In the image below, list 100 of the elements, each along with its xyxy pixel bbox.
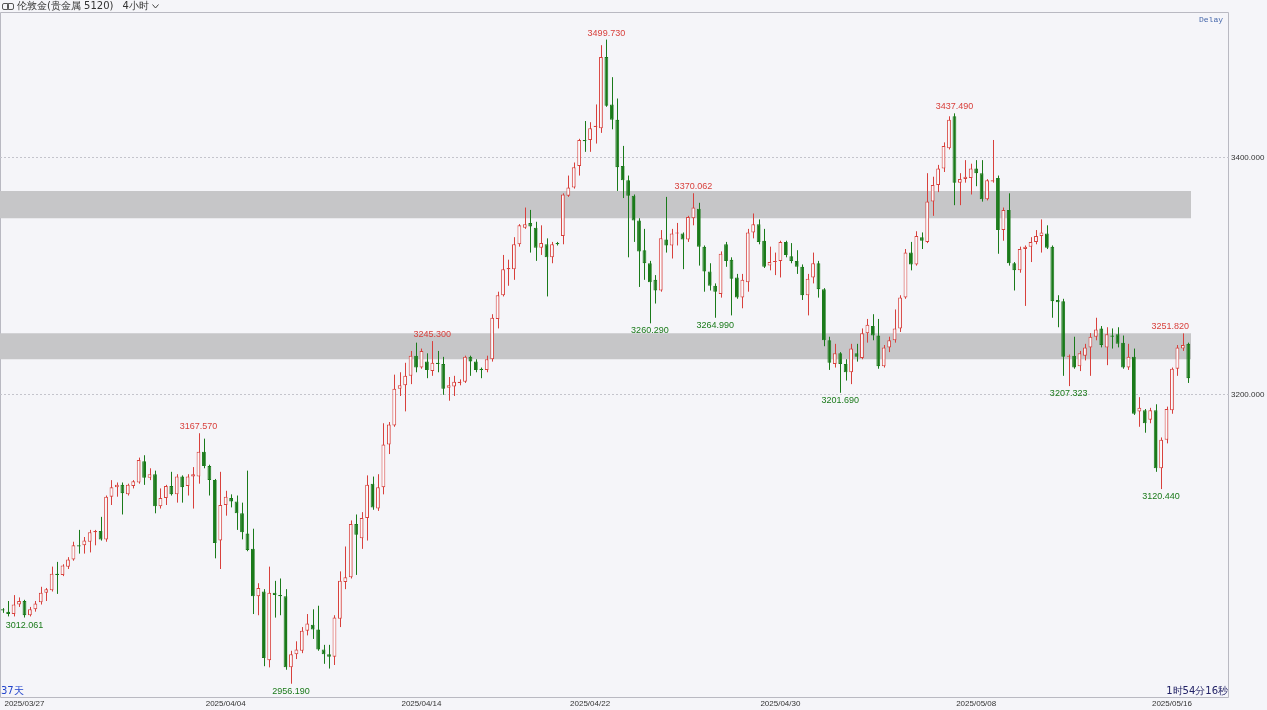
annotation: 3245.300 [413, 329, 452, 340]
candlestick [414, 342, 418, 373]
candlestick [832, 343, 837, 369]
candlestick [968, 163, 973, 196]
candlestick [430, 340, 435, 377]
text: Delay [1198, 15, 1223, 24]
candlestick [120, 481, 125, 515]
candlestick [174, 473, 179, 504]
candlestick [191, 466, 195, 510]
candlestick [550, 241, 554, 264]
chart-subtitle: 4小时 [122, 0, 149, 12]
x-tick-label: 2025/05/16 [1151, 699, 1193, 708]
candlestick [566, 175, 571, 198]
x-tick-label: 2025/04/14 [401, 699, 443, 708]
y-tick-label: 3400.000 [1231, 152, 1265, 162]
candlestick [359, 511, 364, 550]
candlestick [740, 273, 745, 309]
candlestick [1121, 335, 1125, 370]
candlestick [142, 454, 147, 486]
candlestick [223, 490, 228, 517]
candlestick [463, 355, 467, 384]
candlestick [180, 474, 185, 504]
candlestick [974, 159, 979, 187]
annotation: 1时54分16秒 [1166, 684, 1228, 698]
candlestick [892, 308, 897, 344]
candlestick [87, 529, 92, 553]
candlestick [343, 545, 348, 590]
candlestick [1142, 408, 1147, 434]
candlestick [1044, 224, 1049, 250]
annotation: 3167.570 [179, 421, 218, 432]
candlestick [376, 473, 380, 512]
chart-title: 伦敦金(贵金属 5120) [17, 0, 114, 12]
candlestick [403, 362, 408, 412]
candlestick [571, 162, 576, 190]
candlestick [936, 164, 941, 193]
candlestick [653, 274, 658, 305]
candlestick [713, 282, 718, 319]
annotation: 37天 [1, 684, 24, 698]
candlestick [724, 241, 728, 268]
candlestick [386, 421, 391, 455]
candlestick [397, 371, 402, 397]
annotation: 3264.990 [696, 319, 734, 330]
candlestick [609, 76, 614, 130]
x-tick-label: 2025/03/27 [4, 699, 46, 708]
candlestick [256, 582, 261, 616]
y-tick-label: 3200.000 [1231, 390, 1265, 399]
candlestick [1017, 246, 1022, 274]
candlestick [533, 221, 538, 262]
candlestick [1072, 336, 1076, 370]
candlestick [289, 650, 293, 685]
annotation: 3207.323 [1049, 388, 1088, 399]
candlestick [495, 291, 500, 329]
candlestick [305, 613, 310, 636]
candlestick [881, 344, 886, 369]
candlestick [686, 215, 690, 243]
candlestick [647, 260, 652, 324]
annotation: 3437.490 [935, 101, 974, 112]
candlestick [512, 236, 516, 281]
x-tick-label: 2025/04/22 [570, 699, 611, 708]
candlestick [620, 145, 625, 199]
candlestick [626, 175, 631, 258]
candlestick [185, 473, 190, 497]
candlestick [207, 464, 212, 497]
candlestick [316, 605, 321, 652]
annotation: 3201.690 [821, 394, 859, 405]
candlestick [1104, 326, 1109, 366]
candlestick [691, 192, 696, 226]
annotation: 3370.062 [674, 181, 713, 192]
candlestick [849, 343, 854, 385]
candlestick [843, 358, 848, 382]
candlestick [930, 176, 935, 217]
candlestick [240, 502, 244, 540]
x-tick-label: 2025/05/08 [956, 699, 997, 708]
annotation: 3251.820 [1151, 321, 1189, 332]
candlestick [588, 121, 592, 153]
candlestick [441, 356, 446, 396]
candlestick [425, 352, 429, 379]
x-tick-label: 2025/04/04 [205, 699, 247, 708]
candlestick [838, 351, 843, 394]
candlestick [756, 218, 761, 245]
candlestick [751, 212, 756, 239]
candlestick [794, 249, 799, 275]
candlestick [957, 172, 962, 206]
candlestick [163, 484, 168, 506]
candlestick [136, 457, 141, 485]
candlestick [870, 313, 875, 341]
candlestick [860, 327, 864, 360]
candlestick [169, 471, 174, 497]
candlestick [1088, 332, 1093, 377]
annotation: 2956.190 [272, 685, 310, 696]
annotation: 3499.730 [587, 27, 626, 38]
candlestick [327, 644, 331, 670]
candlestick [734, 273, 739, 300]
candlestick [202, 438, 206, 469]
candlestick [985, 178, 989, 201]
candlestick [299, 626, 304, 654]
candlestick [522, 207, 527, 230]
candlestick [707, 262, 712, 291]
candlestick [909, 241, 913, 271]
candlestick [517, 223, 522, 248]
